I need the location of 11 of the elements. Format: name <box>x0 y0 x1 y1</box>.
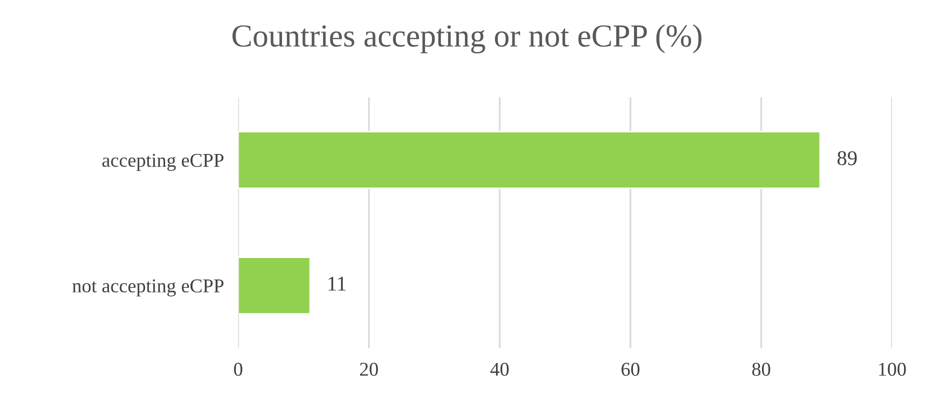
x-tick-label: 100 <box>879 362 906 376</box>
data-label: 89 <box>838 151 857 166</box>
x-tick-label: 20 <box>360 362 378 376</box>
chart-title: Countries accepting or not eCPP (%) <box>232 24 702 54</box>
y-tick-label: not accepting eCPP <box>72 279 224 296</box>
y-tick-label: accepting eCPP <box>102 154 224 171</box>
data-label: 11 <box>328 276 346 291</box>
x-tick-label: 80 <box>752 362 770 376</box>
x-tick-label: 0 <box>234 362 242 376</box>
x-tick-label: 40 <box>490 362 509 376</box>
x-tick-label: 60 <box>622 362 640 376</box>
